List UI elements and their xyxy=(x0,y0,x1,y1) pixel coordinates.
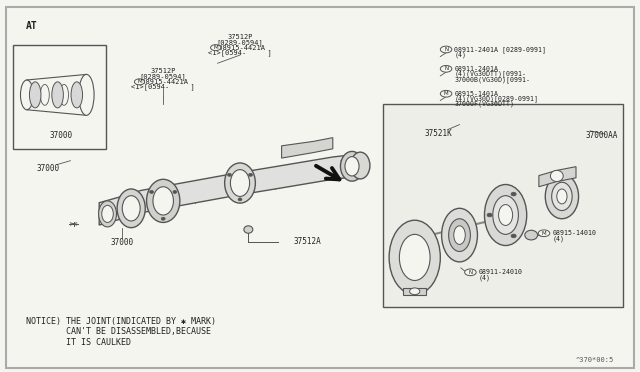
Text: M08915-4421A: M08915-4421A xyxy=(138,79,189,85)
Text: N: N xyxy=(444,66,448,71)
Ellipse shape xyxy=(147,179,180,222)
Text: 37000B(VG30D)[0991-: 37000B(VG30D)[0991- xyxy=(454,76,531,83)
Text: 37000AA: 37000AA xyxy=(585,131,618,140)
Polygon shape xyxy=(539,167,576,187)
Ellipse shape xyxy=(487,213,492,217)
Bar xyxy=(383,104,623,307)
Ellipse shape xyxy=(102,205,113,222)
Ellipse shape xyxy=(29,82,41,108)
Text: (4): (4) xyxy=(454,51,467,58)
Text: 08911-24010: 08911-24010 xyxy=(479,269,523,275)
Text: 08911-2401A [0289-0991]: 08911-2401A [0289-0991] xyxy=(454,46,547,53)
Text: [0289-0594]: [0289-0594] xyxy=(140,73,187,80)
Text: 08911-2401A: 08911-2401A xyxy=(454,66,499,72)
Ellipse shape xyxy=(493,196,518,234)
Ellipse shape xyxy=(248,173,252,176)
Ellipse shape xyxy=(351,152,370,179)
Ellipse shape xyxy=(557,189,567,204)
Ellipse shape xyxy=(511,234,516,238)
Ellipse shape xyxy=(153,187,173,215)
Ellipse shape xyxy=(20,80,33,110)
Text: <1>[0594-     ]: <1>[0594- ] xyxy=(131,84,195,90)
Text: 37000: 37000 xyxy=(49,131,72,140)
Ellipse shape xyxy=(550,170,563,182)
Text: NOTICE) THE JOINT(INDICATED BY ✱ MARK)
        CAN'T BE DISASSEMBLED,BECAUSE
   : NOTICE) THE JOINT(INDICATED BY ✱ MARK) C… xyxy=(26,317,216,347)
Ellipse shape xyxy=(484,185,527,246)
Text: 37512A: 37512A xyxy=(293,237,321,246)
Text: (4): (4) xyxy=(552,235,564,242)
Circle shape xyxy=(211,45,221,51)
Text: 37521K: 37521K xyxy=(424,129,452,138)
Ellipse shape xyxy=(454,226,465,244)
Ellipse shape xyxy=(345,157,359,176)
Ellipse shape xyxy=(499,205,513,225)
Text: M: M xyxy=(213,45,218,50)
Bar xyxy=(13,45,106,149)
Ellipse shape xyxy=(511,192,516,196)
Ellipse shape xyxy=(525,230,538,240)
Text: M: M xyxy=(541,231,547,236)
Ellipse shape xyxy=(238,198,242,201)
Ellipse shape xyxy=(244,226,253,233)
Ellipse shape xyxy=(40,84,49,105)
Polygon shape xyxy=(99,154,362,225)
Text: 37000: 37000 xyxy=(36,164,60,173)
Text: 08915-1401A: 08915-1401A xyxy=(454,91,499,97)
Ellipse shape xyxy=(173,190,177,193)
Text: 37512P: 37512P xyxy=(150,68,176,74)
Ellipse shape xyxy=(122,196,140,221)
Ellipse shape xyxy=(150,190,154,193)
Circle shape xyxy=(440,65,452,72)
Ellipse shape xyxy=(552,182,572,211)
Circle shape xyxy=(538,230,550,237)
Ellipse shape xyxy=(60,84,68,105)
Ellipse shape xyxy=(449,219,470,251)
Ellipse shape xyxy=(389,220,440,295)
Ellipse shape xyxy=(79,74,94,115)
Text: <1>[0594-     ]: <1>[0594- ] xyxy=(208,49,272,56)
Circle shape xyxy=(134,79,145,85)
Circle shape xyxy=(440,90,452,97)
Ellipse shape xyxy=(71,82,83,108)
Text: AT: AT xyxy=(26,21,37,31)
Polygon shape xyxy=(282,138,333,158)
Ellipse shape xyxy=(399,234,430,280)
Text: N: N xyxy=(468,270,472,275)
Text: M08915-4421A: M08915-4421A xyxy=(214,45,266,51)
Ellipse shape xyxy=(117,189,145,228)
Text: 37512P: 37512P xyxy=(227,34,253,40)
Circle shape xyxy=(440,46,452,53)
Ellipse shape xyxy=(442,208,477,262)
Text: 37000F(VG30DTT): 37000F(VG30DTT) xyxy=(454,101,515,108)
Ellipse shape xyxy=(99,201,116,227)
Circle shape xyxy=(465,269,476,276)
Ellipse shape xyxy=(340,151,364,181)
Text: N: N xyxy=(444,47,448,52)
Text: 37000A: 37000A xyxy=(339,160,367,169)
Text: (4)(VG30D)[0289-0991]: (4)(VG30D)[0289-0991] xyxy=(454,96,538,102)
Polygon shape xyxy=(403,288,426,295)
Ellipse shape xyxy=(410,288,420,295)
Text: M: M xyxy=(444,91,449,96)
Text: ^370*00:5: ^370*00:5 xyxy=(576,357,614,363)
Ellipse shape xyxy=(52,82,63,108)
Ellipse shape xyxy=(225,163,255,203)
Ellipse shape xyxy=(545,174,579,219)
Text: (4)(VG30DTT)[0991-: (4)(VG30DTT)[0991- xyxy=(454,71,526,77)
Ellipse shape xyxy=(161,217,165,220)
Text: 37000: 37000 xyxy=(110,238,133,247)
Ellipse shape xyxy=(230,170,250,196)
Text: (4): (4) xyxy=(479,274,491,281)
Ellipse shape xyxy=(228,173,232,176)
Text: 08915-14010: 08915-14010 xyxy=(552,230,596,236)
Text: M: M xyxy=(137,79,142,84)
Text: [0289-0594]: [0289-0594] xyxy=(216,39,264,46)
